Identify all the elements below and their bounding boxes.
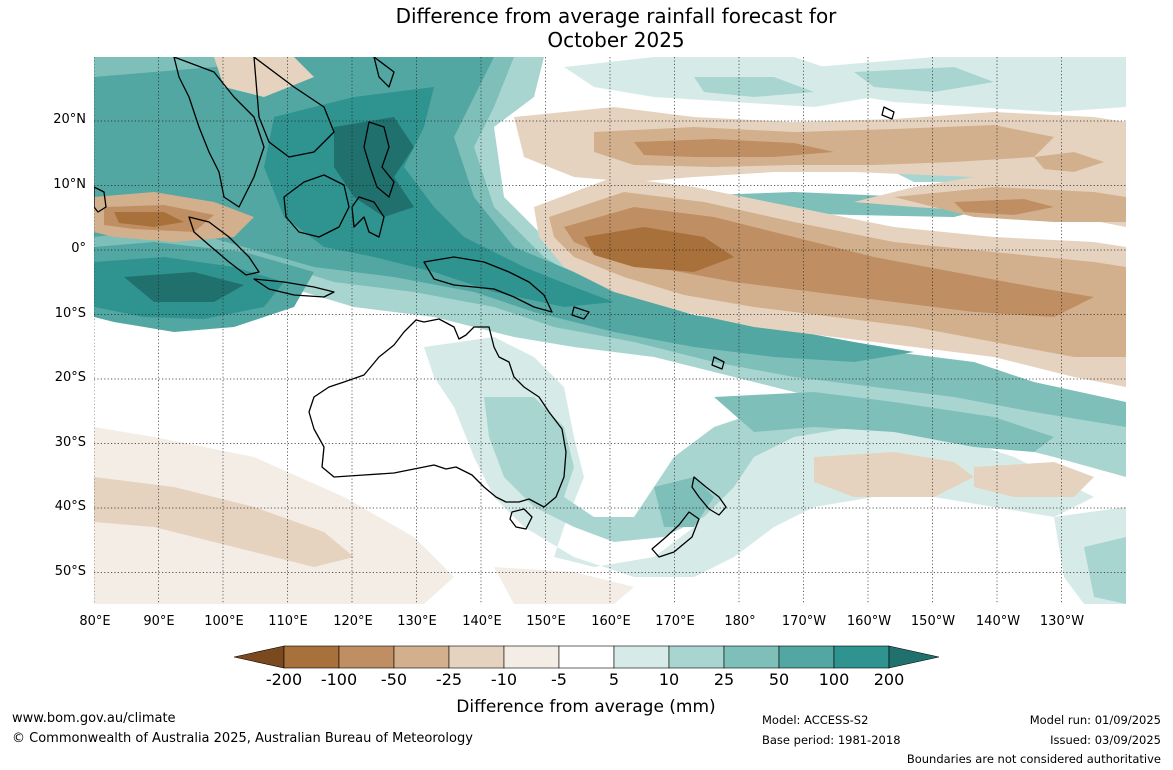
colorbar-extend-high bbox=[888, 645, 940, 669]
rainfall-difference-map bbox=[94, 57, 1126, 604]
lon-label-170w: 170°W bbox=[781, 614, 827, 629]
colorbar-tick-label: 200 bbox=[873, 670, 905, 689]
lon-label-130w: 130°W bbox=[1039, 614, 1085, 629]
lon-label-140e: 140°E bbox=[462, 614, 502, 629]
colorbar-segment bbox=[833, 645, 890, 669]
colorbar-extend-low bbox=[233, 645, 285, 669]
colorbar-tick-label: 50 bbox=[768, 670, 790, 689]
colorbar-tick-label: 100 bbox=[818, 670, 850, 689]
colorbar-segment bbox=[503, 645, 560, 669]
colorbar-segment bbox=[778, 645, 835, 669]
lon-label-90e: 90°E bbox=[143, 614, 175, 629]
lon-label-180: 180° bbox=[724, 614, 756, 629]
map-canvas bbox=[94, 57, 1126, 604]
model-text: Model: ACCESS-S2 bbox=[762, 713, 869, 727]
colorbar-tick-label: -50 bbox=[380, 670, 408, 689]
colorbar-tick-label: -10 bbox=[490, 670, 518, 689]
colorbar-tick-label: -5 bbox=[551, 670, 567, 689]
colorbar-segment bbox=[668, 645, 725, 669]
colorbar-segment bbox=[338, 645, 395, 669]
website-text: www.bom.gov.au/climate bbox=[12, 711, 176, 726]
lon-label-140w: 140°W bbox=[975, 614, 1021, 629]
colorbar-title: Difference from average (mm) bbox=[456, 697, 716, 717]
lat-label-30s: 30°S bbox=[54, 435, 86, 450]
lon-label-130e: 130°E bbox=[397, 614, 437, 629]
colorbar-tick-label: -200 bbox=[265, 670, 303, 689]
lon-label-150w: 150°W bbox=[910, 614, 956, 629]
lat-label-0: 0° bbox=[71, 241, 86, 256]
colorbar bbox=[233, 645, 940, 669]
title-line-2: October 2025 bbox=[547, 28, 685, 52]
model-run-text: Model run: 01/09/2025 bbox=[1029, 713, 1161, 727]
lat-label-20s: 20°S bbox=[54, 370, 86, 385]
colorbar-segment bbox=[613, 645, 670, 669]
base-period-text: Base period: 1981-2018 bbox=[762, 733, 901, 747]
lat-label-50s: 50°S bbox=[54, 564, 86, 579]
map-title: Difference from average rainfall forecas… bbox=[0, 4, 1173, 52]
colorbar-tick-label: 10 bbox=[658, 670, 680, 689]
lat-label-40s: 40°S bbox=[54, 499, 86, 514]
lon-label-120e: 120°E bbox=[333, 614, 373, 629]
lon-label-80e: 80°E bbox=[79, 614, 111, 629]
lat-label-20n: 20°N bbox=[53, 112, 86, 127]
disclaimer-text: Boundaries are not considered authoritat… bbox=[906, 752, 1161, 766]
colorbar-segment bbox=[448, 645, 505, 669]
lat-label-10n: 10°N bbox=[53, 177, 86, 192]
colorbar-tick-label: 5 bbox=[608, 670, 620, 689]
colorbar-segment bbox=[393, 645, 450, 669]
colorbar-tick-label: -100 bbox=[320, 670, 358, 689]
lon-label-160w: 160°W bbox=[846, 614, 892, 629]
colorbar-segment bbox=[283, 645, 340, 669]
issued-text: Issued: 03/09/2025 bbox=[1050, 733, 1161, 747]
colorbar-segment bbox=[723, 645, 780, 669]
title-line-1: Difference from average rainfall forecas… bbox=[395, 4, 837, 28]
lon-label-110e: 110°E bbox=[268, 614, 308, 629]
lon-label-150e: 150°E bbox=[526, 614, 566, 629]
lon-label-160e: 160°E bbox=[591, 614, 631, 629]
lon-label-100e: 100°E bbox=[204, 614, 244, 629]
lat-label-10s: 10°S bbox=[54, 306, 86, 321]
colorbar-tick-label: 25 bbox=[713, 670, 735, 689]
colorbar-tick-label: -25 bbox=[435, 670, 463, 689]
copyright-text: © Commonwealth of Australia 2025, Austra… bbox=[12, 731, 473, 746]
lon-label-170e: 170°E bbox=[655, 614, 695, 629]
colorbar-segment bbox=[558, 645, 615, 669]
